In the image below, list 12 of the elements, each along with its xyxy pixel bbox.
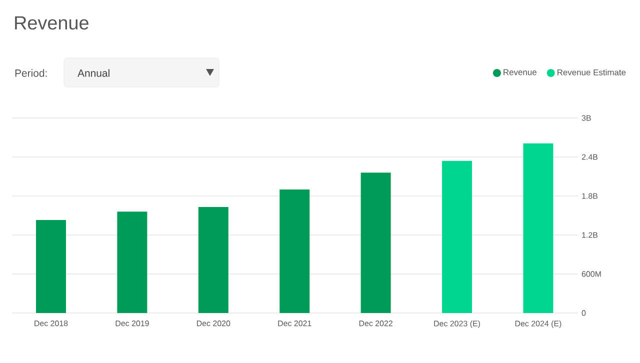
bar <box>523 143 554 313</box>
chart-title: Revenue <box>15 16 88 30</box>
bar <box>360 172 391 313</box>
legend-label: Revenue Estimate <box>558 69 626 76</box>
bar <box>198 207 228 313</box>
legend-label: Revenue <box>504 69 536 76</box>
text: Period: <box>15 69 47 77</box>
bar <box>442 160 472 313</box>
bar <box>280 189 310 313</box>
bar <box>117 212 148 313</box>
bar <box>36 220 66 313</box>
text: Annual <box>78 69 110 77</box>
